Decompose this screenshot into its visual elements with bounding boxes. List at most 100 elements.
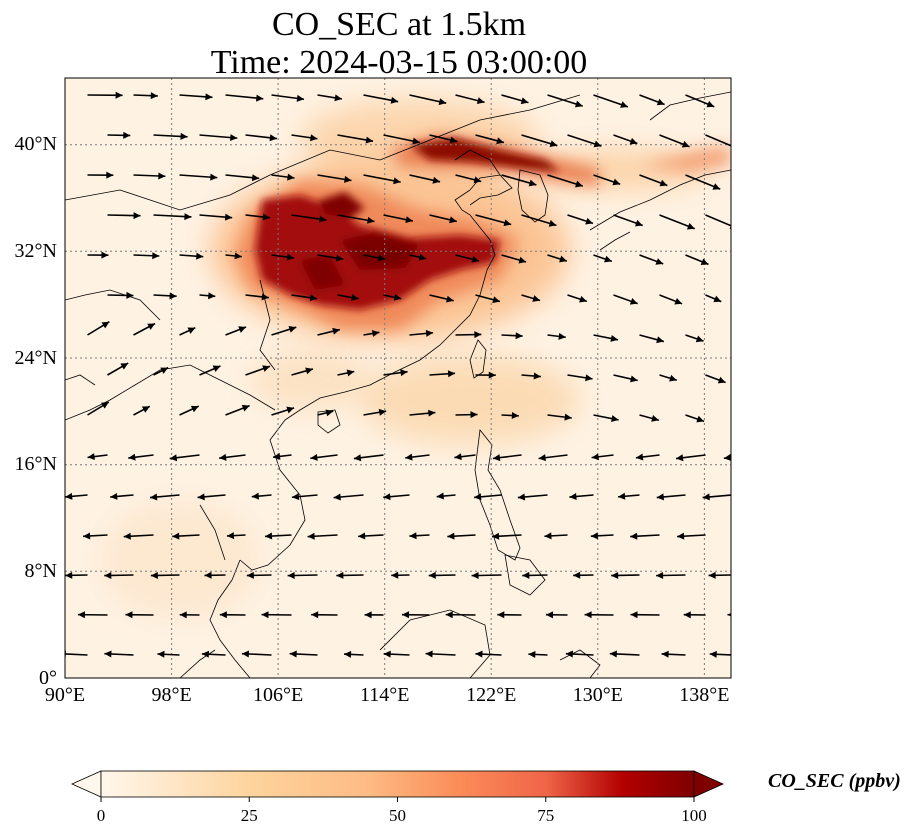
wind-arrow-head [212,365,221,372]
wind-arrow-head [492,454,501,462]
wind-arrow-head [150,571,158,579]
wind-arrow-head [101,402,109,409]
wind-arrow-head [309,134,318,142]
lat-tick-label: 16°N [14,453,57,475]
wind-arrow-head [241,650,250,658]
wind-arrow-shaft [732,175,764,189]
wind-arrow-head [241,404,250,412]
wind-arrow-head [141,406,150,413]
colorbar-tick-label: 75 [537,806,555,825]
wind-arrow-head [620,101,628,108]
wind-arrow-head [683,611,691,619]
wind-arrow-head [325,409,334,417]
wind-arrow-head [288,325,297,333]
wind-arrow-shaft [732,95,767,110]
wind-arrow-head [686,222,695,230]
wind-arrow-head [65,571,73,579]
wind-arrow-head [767,380,775,386]
wind-arrow-head [574,100,583,108]
wind-arrow-head [573,571,581,579]
wind-arrow-head [365,136,374,144]
lon-tick-label: 90°E [44,684,86,706]
wind-arrow-head [629,137,638,145]
wind-arrow-head [358,532,366,540]
wind-arrow-head [150,493,158,501]
wind-arrow-head [332,327,340,335]
wind-arrow-head [210,173,218,181]
lon-tick-label: 98°E [151,684,192,706]
wind-arrow-head [590,532,599,540]
wind-arrow-head [286,406,295,414]
wind-arrow-head [520,97,529,105]
wind-arrow-head [364,611,372,619]
wind-arrow-head [205,93,213,101]
wind-arrow-shaft [732,255,749,262]
wind-arrow-head [727,613,731,617]
wind-arrow-head [262,365,270,372]
wind-arrow-head [449,136,458,144]
wind-arrow-shaft [752,135,783,149]
wind-arrow-head [706,100,715,108]
wind-arrow-head [659,179,668,187]
wind-arrow-head [287,571,295,579]
wind-arrow-head [169,292,177,300]
wind-arrow-head [656,571,664,579]
wind-arrow-head [265,532,273,540]
wind-arrow-head [630,532,638,540]
colorbar-extend-high [693,770,724,798]
wind-arrow-head [286,253,295,261]
wind-arrow-head [204,571,212,579]
wind-arrow-head [569,493,577,500]
wind-arrow-head [515,332,523,340]
map-title-time: Time: 2024-03-15 03:00:00 [210,44,588,81]
wind-arrow-head [367,216,375,224]
wind-arrow-head [208,292,216,300]
wind-arrow-head [611,571,619,579]
wind-arrow-head [470,411,478,419]
wind-arrow-head [488,371,496,379]
wind-vectors [65,91,783,658]
wind-arrow-head [545,611,554,619]
wind-arrow-head [238,326,247,333]
wind-arrow-head [700,258,709,265]
wind-arrow-head [609,650,617,658]
wind-arrow-head [147,323,156,330]
wind-arrow-head [428,571,436,579]
wind-arrow-head [702,493,710,501]
wind-arrow-head [528,650,536,658]
colorbar-gradient [100,770,695,798]
colorbar-tick-label: 50 [389,806,406,825]
wind-arrow-head [261,293,269,301]
wind-arrow-head [311,611,319,619]
wind-arrow-head [709,650,717,658]
wind-arrow-shaft [732,335,751,343]
wind-arrow-head [611,415,619,423]
wind-arrow-head [101,251,109,259]
wind-arrow-head [383,650,391,658]
wind-arrow-head [579,295,587,303]
wind-arrow-head [160,367,169,374]
wind-arrow-head [474,493,482,501]
wind-arrow-head [532,295,541,302]
wind-arrow-head [219,611,227,619]
wind-arrow-head [492,532,500,540]
wind-arrow-head [696,415,705,423]
wind-arrow-head [774,143,782,149]
wind-arrow-head [533,372,541,380]
map-frame [64,77,732,679]
wind-arrow-head [310,453,318,461]
wind-arrow-head [681,140,690,148]
wind-arrow-head [234,252,242,260]
wind-arrow-head [538,454,546,462]
wind-arrow-head [454,453,462,461]
wind-arrow-head [219,453,227,461]
wind-arrow-head [123,131,131,139]
wind-arrow-head [549,140,558,148]
lat-tick-label: 8°N [24,560,57,582]
wind-arrow-head [319,215,327,223]
wind-arrow-head [764,298,772,304]
wind-arrow-head [180,132,188,140]
wind-arrow-head [393,293,402,301]
wind-arrow-head [255,94,264,102]
